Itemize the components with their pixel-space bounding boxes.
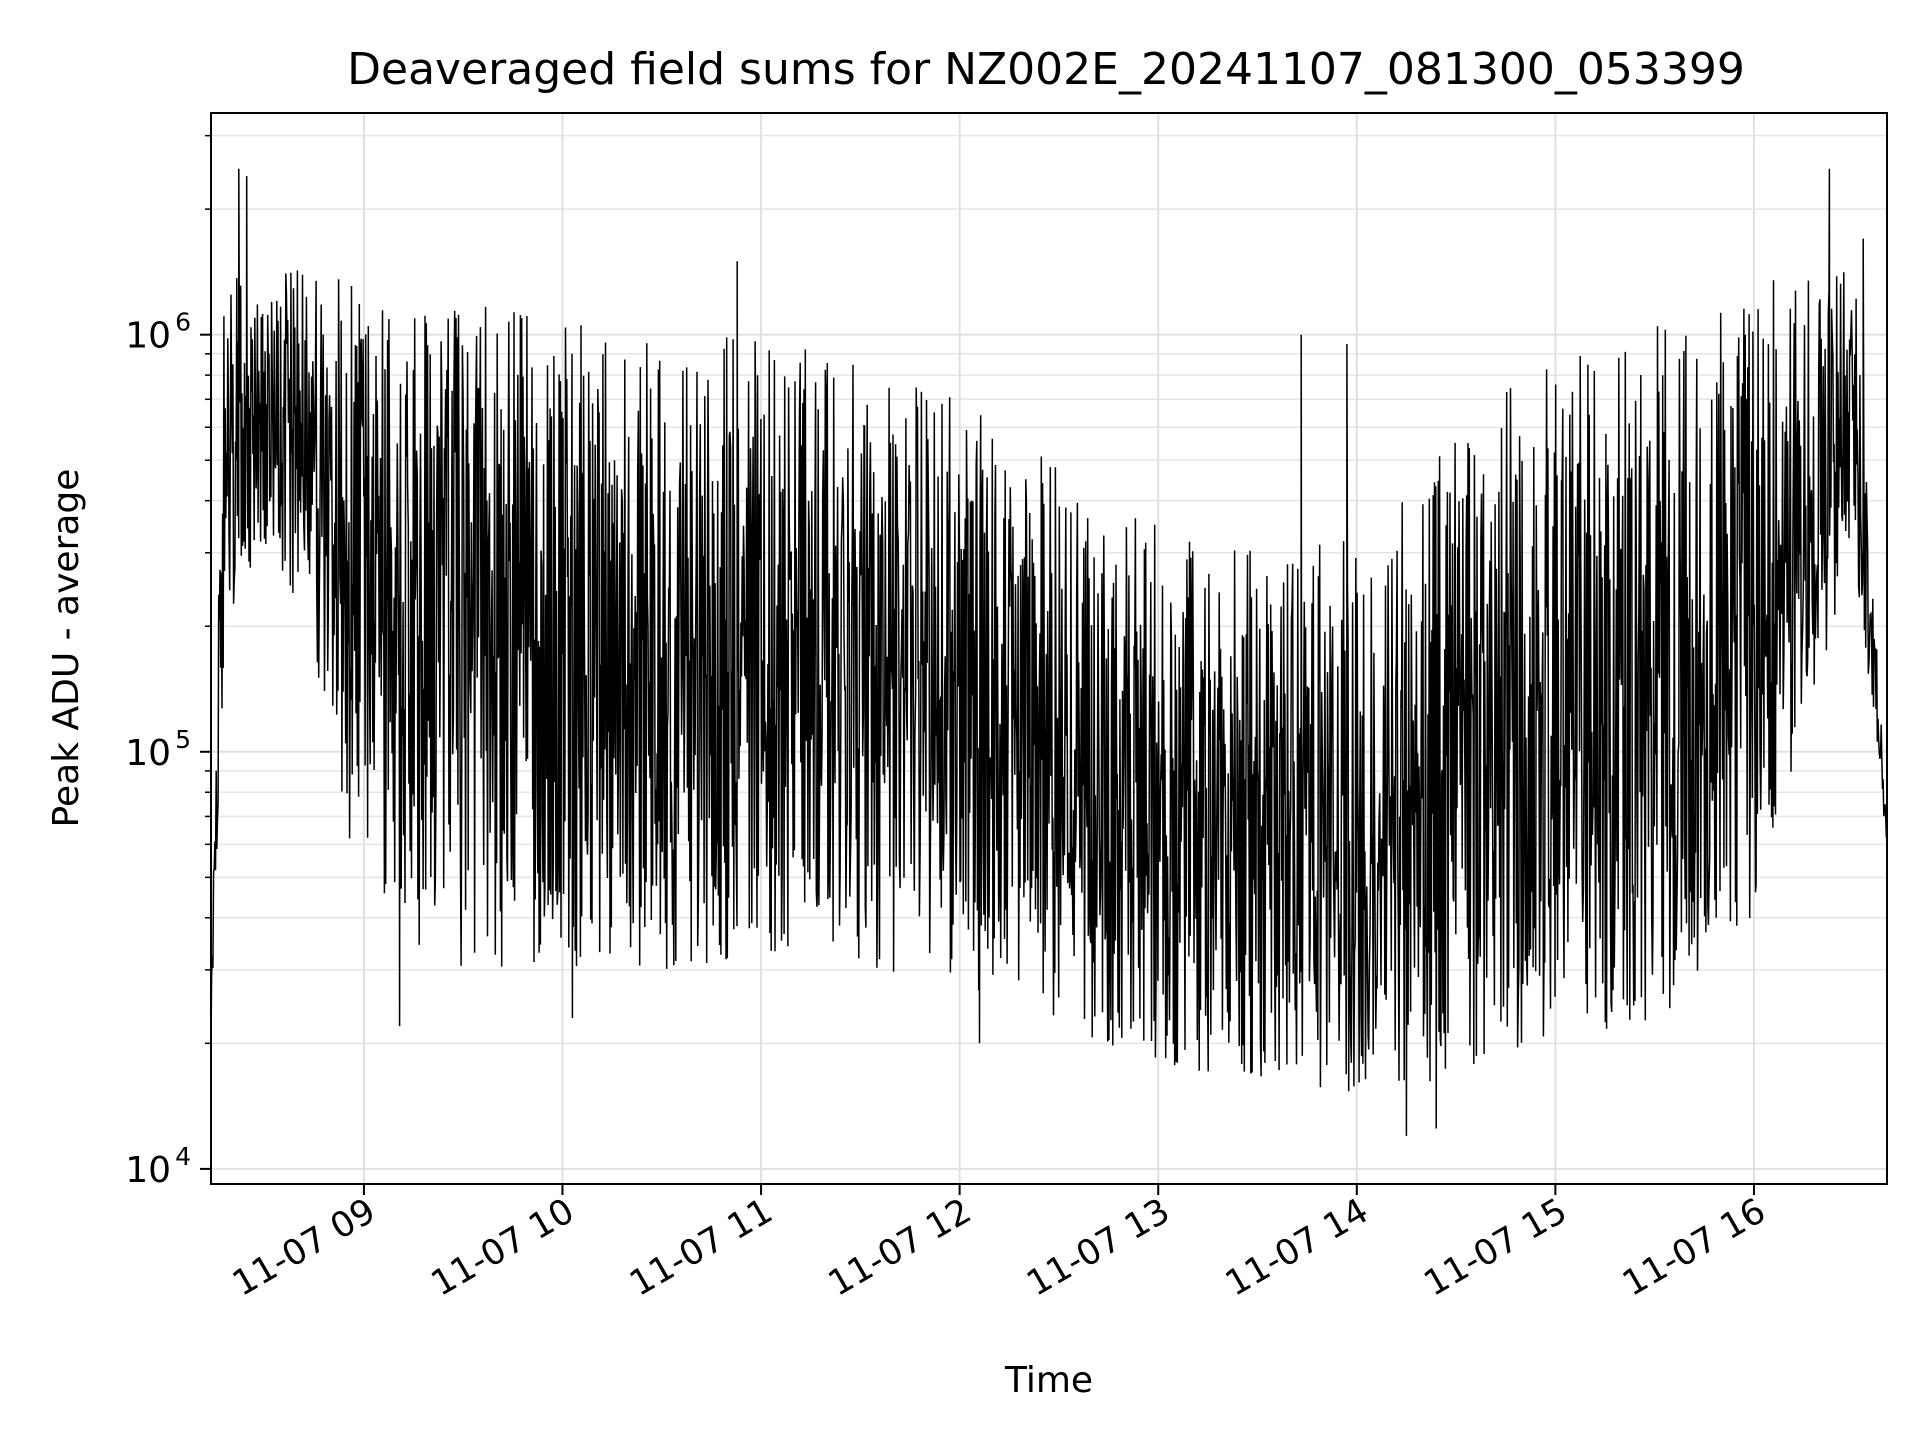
y-tick-exponent: 4 <box>175 1142 191 1171</box>
y-tick-label: 10 <box>125 316 171 357</box>
y-tick-exponent: 5 <box>175 725 191 754</box>
chart-title: Deaveraged field sums for NZ002E_2024110… <box>347 44 1745 95</box>
axes-frame <box>210 112 1888 1185</box>
x-axis-label: Time <box>1004 1360 1093 1401</box>
y-tick-label: 10 <box>125 1150 171 1191</box>
plot-area <box>210 112 1888 1185</box>
y-axis-label: Peak ADU - average <box>46 469 87 828</box>
series-line <box>211 168 1887 1136</box>
y-tick-label: 10 <box>125 733 171 774</box>
y-tick-exponent: 6 <box>175 308 191 337</box>
